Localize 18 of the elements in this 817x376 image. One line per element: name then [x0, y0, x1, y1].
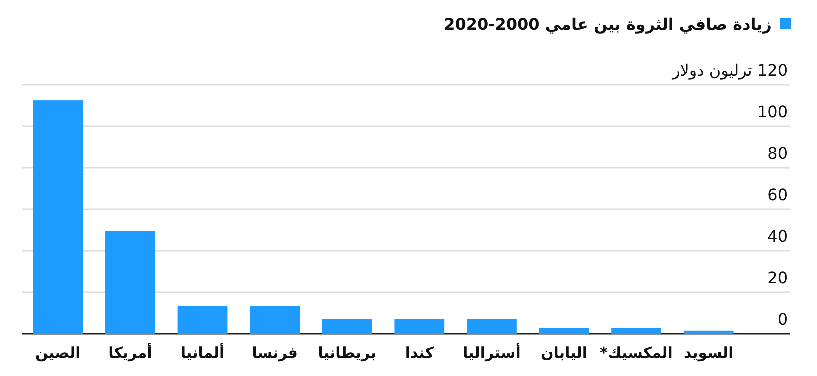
x-tick-label: اليابان	[540, 344, 588, 362]
y-tick-label: 0	[778, 310, 788, 329]
y-tick-label: 20	[768, 268, 788, 288]
x-tick-label: كندا	[405, 344, 434, 362]
x-tick-label: أستراليا	[463, 343, 521, 362]
y-tick-label: 40	[768, 227, 788, 246]
y-tick-label: 100	[757, 102, 788, 122]
x-tick-label: الصين	[36, 344, 81, 362]
y-tick-label: 120 ترليون دولار	[672, 61, 788, 80]
x-tick-label: المكسيك*	[600, 344, 673, 362]
y-tick-label: 80	[768, 144, 788, 163]
x-tick-label: أمريكا	[108, 343, 152, 362]
x-tick-label: فرنسا	[252, 344, 298, 362]
y-tick-label: 60	[768, 186, 788, 204]
x-tick-label: السويد	[684, 344, 734, 362]
x-tick-label: ألمانيا	[180, 343, 225, 362]
legend-label: زيادة صافي الثروة بين عامي 2000-2020	[444, 15, 772, 34]
x-tick-label: بريطانيا	[318, 344, 376, 362]
